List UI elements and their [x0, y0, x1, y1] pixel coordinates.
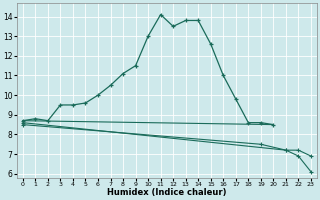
- X-axis label: Humidex (Indice chaleur): Humidex (Indice chaleur): [107, 188, 227, 197]
